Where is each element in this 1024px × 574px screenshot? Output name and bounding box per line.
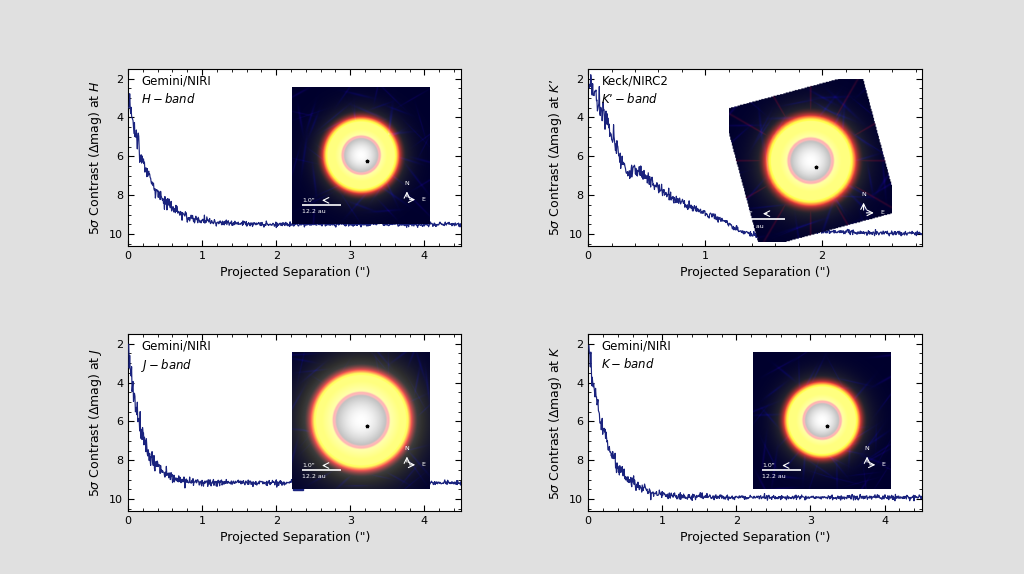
Y-axis label: $5\sigma$ Contrast ($\Delta$mag) at $\mathit{J}$: $5\sigma$ Contrast ($\Delta$mag) at $\ma… xyxy=(87,348,103,497)
Text: $\mathit{H-band}$: $\mathit{H-band}$ xyxy=(141,92,197,106)
Text: $\mathit{K’-band}$: $\mathit{K’-band}$ xyxy=(601,92,659,106)
Y-axis label: $5\sigma$ Contrast ($\Delta$mag) at $\mathit{K}$: $5\sigma$ Contrast ($\Delta$mag) at $\ma… xyxy=(547,345,564,500)
X-axis label: Projected Separation ("): Projected Separation (") xyxy=(219,532,370,544)
X-axis label: Projected Separation ("): Projected Separation (") xyxy=(680,266,830,279)
X-axis label: Projected Separation ("): Projected Separation (") xyxy=(219,266,370,279)
Text: Gemini/NIRI: Gemini/NIRI xyxy=(141,74,211,87)
Text: Gemini/NIRI: Gemini/NIRI xyxy=(601,339,672,352)
Text: $\mathit{J-band}$: $\mathit{J-band}$ xyxy=(141,357,193,374)
Text: $\mathit{K-band}$: $\mathit{K-band}$ xyxy=(601,357,655,371)
Text: Gemini/NIRI: Gemini/NIRI xyxy=(141,339,211,352)
Y-axis label: $5\sigma$ Contrast ($\Delta$mag) at $\mathit{K’}$: $5\sigma$ Contrast ($\Delta$mag) at $\ma… xyxy=(547,79,564,236)
Y-axis label: $5\sigma$ Contrast ($\Delta$mag) at $\mathit{H}$: $5\sigma$ Contrast ($\Delta$mag) at $\ma… xyxy=(87,80,103,235)
Text: Keck/NIRC2: Keck/NIRC2 xyxy=(601,74,669,87)
X-axis label: Projected Separation ("): Projected Separation (") xyxy=(680,532,830,544)
